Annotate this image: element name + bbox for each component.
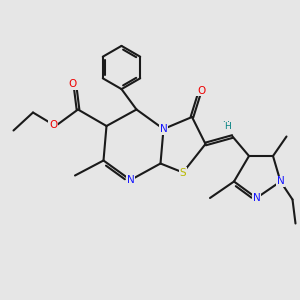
Text: O: O xyxy=(197,85,205,96)
Text: H: H xyxy=(224,122,230,131)
Text: N: N xyxy=(277,176,284,187)
Text: S: S xyxy=(180,167,186,178)
Text: N: N xyxy=(127,175,134,185)
Text: H: H xyxy=(223,122,229,130)
Text: N: N xyxy=(253,193,260,203)
Text: N: N xyxy=(160,124,167,134)
Text: O: O xyxy=(49,119,57,130)
Text: O: O xyxy=(68,79,77,89)
